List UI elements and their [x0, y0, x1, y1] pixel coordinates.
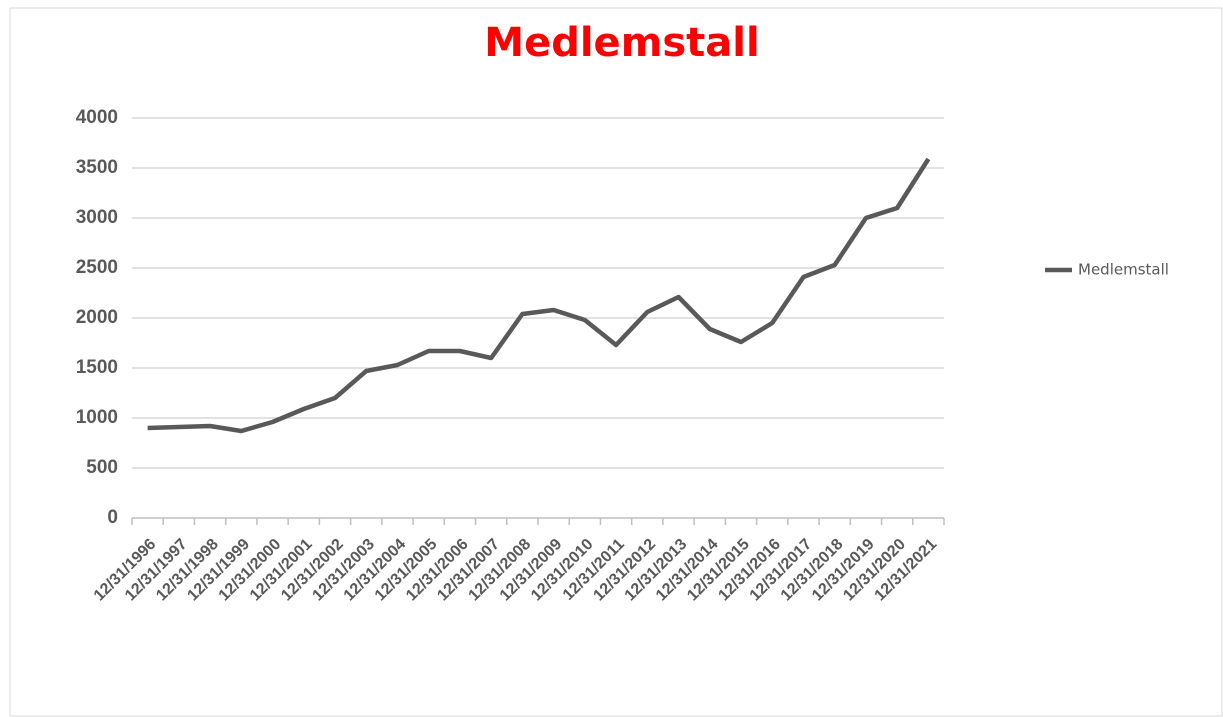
- y-tick-label: 1500: [76, 357, 118, 378]
- y-tick-label: 1000: [76, 407, 118, 428]
- y-tick-label: 3500: [76, 157, 118, 178]
- y-tick-label: 4000: [76, 107, 118, 128]
- y-tick-label: 2500: [76, 257, 118, 278]
- y-tick-label: 3000: [76, 207, 118, 228]
- y-tick-label: 2000: [76, 307, 118, 328]
- y-tick-label: 0: [107, 507, 118, 528]
- legend-label: Medlemstall: [1078, 261, 1169, 279]
- series-line: [147, 157, 931, 434]
- chart-border: [9, 7, 1223, 717]
- chart-title: Medlemstall: [484, 20, 759, 66]
- y-tick-label: 500: [86, 457, 118, 478]
